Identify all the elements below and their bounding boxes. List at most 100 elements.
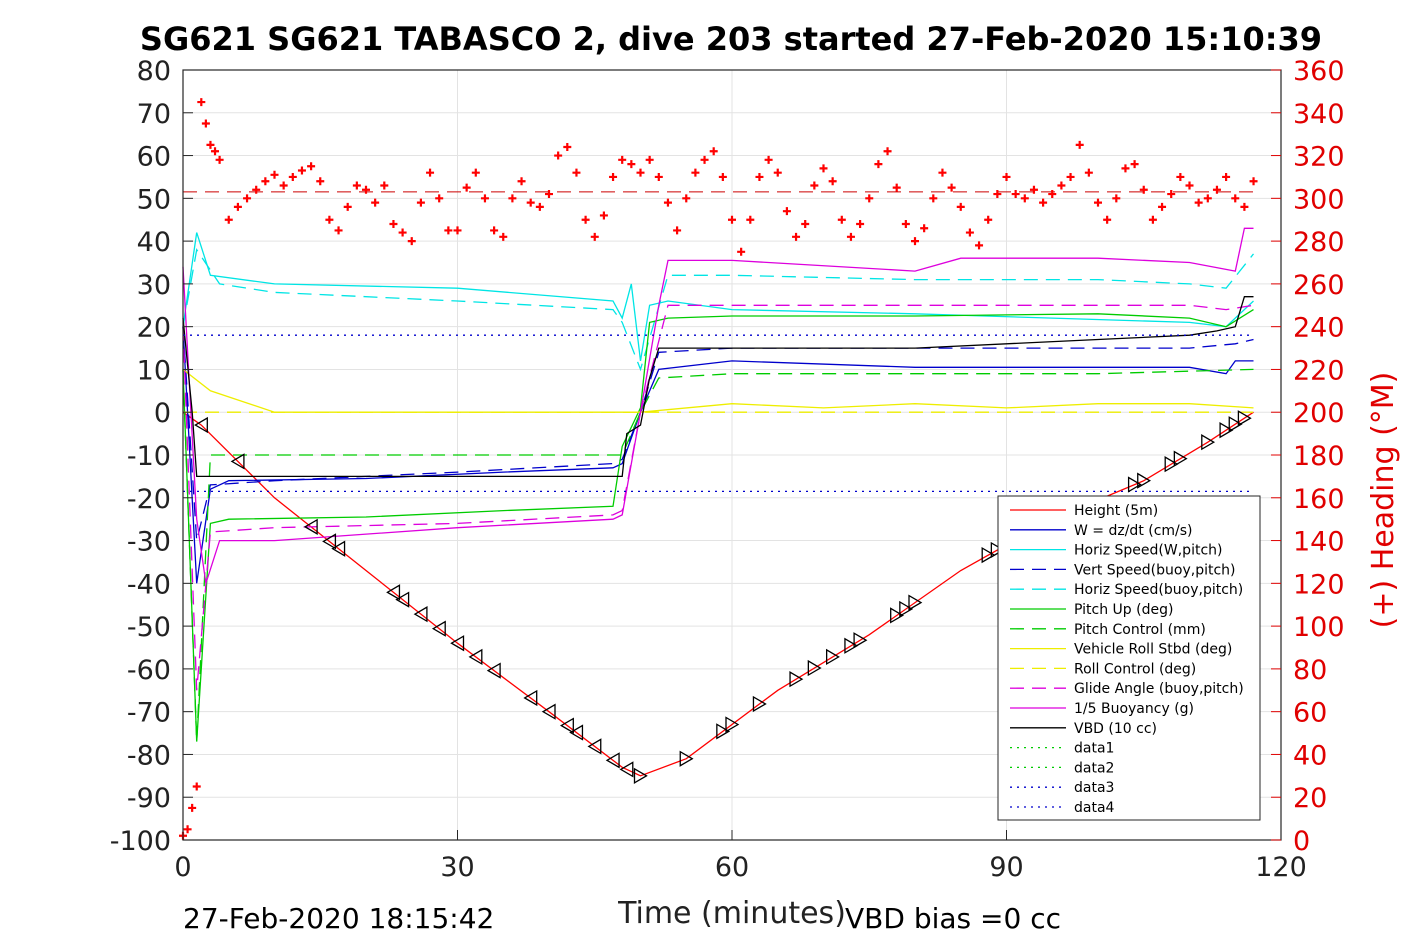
y-tick-label: -30	[127, 527, 171, 558]
right-tick-label: 80	[1293, 655, 1327, 686]
right-tick-label: 220	[1293, 355, 1345, 386]
heading-point	[773, 168, 782, 177]
heading-point	[416, 198, 425, 207]
heading-point	[984, 215, 993, 224]
height-marker	[908, 594, 923, 611]
heading-point	[709, 147, 718, 156]
heading-point	[325, 215, 334, 224]
heading-point	[517, 177, 526, 186]
right-tick-label: 340	[1293, 99, 1345, 130]
heading-point	[599, 211, 608, 220]
marker-layer	[179, 98, 1258, 840]
y-tick-label: 30	[137, 270, 171, 301]
heading-point	[828, 177, 837, 186]
heading-point	[737, 247, 746, 256]
legend-label: data1	[1074, 741, 1114, 757]
right-tick-label: 240	[1293, 313, 1345, 344]
heading-point	[206, 140, 215, 149]
heading-point	[846, 232, 855, 241]
heading-point	[1130, 160, 1139, 169]
heading-point	[947, 183, 956, 192]
height-marker	[789, 671, 804, 688]
heading-point	[618, 155, 627, 164]
heading-point	[453, 226, 462, 235]
right-tick-label: 40	[1293, 740, 1327, 771]
y-tick-label: -80	[127, 740, 171, 771]
legend-label: data3	[1074, 780, 1114, 796]
heading-point	[1158, 202, 1167, 211]
heading-point	[581, 215, 590, 224]
heading-point	[243, 194, 252, 203]
heading-point	[901, 220, 910, 228]
height-marker	[725, 716, 740, 733]
right-tick-label: 180	[1293, 441, 1345, 472]
right-axis-label: (+) Heading (°M)	[1366, 372, 1401, 629]
heading-point	[956, 202, 965, 211]
y-tick-label: -90	[127, 783, 171, 814]
series-line	[182, 296, 1254, 478]
legend-label: Height (5m)	[1074, 503, 1158, 519]
heading-point	[554, 151, 563, 160]
heading-point	[1121, 164, 1130, 173]
footer-vbd-bias: VBD bias =0 cc	[845, 902, 1061, 935]
heading-point	[233, 202, 242, 211]
y-tick-label: -10	[127, 441, 171, 472]
height-marker	[386, 584, 401, 601]
height-marker	[1228, 416, 1243, 433]
heading-point	[1148, 215, 1157, 224]
heading-point	[192, 782, 201, 791]
heading-point	[728, 215, 736, 224]
series-line	[182, 227, 1254, 584]
legend-label: Vert Speed(buoy,pitch)	[1074, 562, 1236, 578]
x-tick-label: 30	[440, 852, 474, 883]
legend-label: Horiz Speed(W,pitch)	[1074, 543, 1222, 559]
heading-point	[1112, 194, 1121, 203]
height-marker	[1137, 472, 1152, 489]
y-tick-label: -70	[127, 698, 171, 729]
height-marker	[981, 546, 996, 564]
height-marker	[844, 637, 859, 654]
heading-point	[380, 181, 389, 190]
height-marker	[194, 416, 208, 434]
heading-point	[426, 168, 435, 177]
right-tick-label: 120	[1293, 569, 1345, 600]
heading-point	[1103, 215, 1112, 224]
heading-point	[398, 228, 407, 237]
height-marker	[1219, 422, 1234, 439]
heading-point	[188, 803, 197, 812]
heading-point	[462, 183, 471, 192]
heading-point	[938, 168, 947, 177]
x-tick-label: 120	[1255, 852, 1307, 883]
right-tick-label: 0	[1293, 826, 1310, 857]
heading-point	[1176, 172, 1185, 181]
series-line	[182, 247, 1255, 372]
heading-point	[535, 202, 544, 211]
heading-point	[1075, 140, 1084, 149]
right-tick-label: 20	[1293, 783, 1327, 814]
y-tick-label: 40	[137, 227, 171, 258]
series-line	[182, 368, 1254, 413]
height-marker	[569, 724, 584, 741]
heading-point	[929, 194, 938, 203]
heading-point	[352, 181, 361, 190]
heading-point	[270, 170, 279, 179]
height-marker	[619, 761, 634, 778]
heading-point	[1048, 190, 1057, 199]
right-tick-label: 160	[1293, 484, 1345, 515]
heading-point	[490, 226, 499, 235]
heading-point	[1240, 202, 1249, 211]
height-marker	[807, 659, 822, 677]
heading-point	[746, 215, 755, 224]
right-tick-label: 140	[1293, 527, 1345, 558]
right-tick-label: 100	[1293, 612, 1345, 643]
right-tick-label: 280	[1293, 227, 1345, 258]
heading-point	[343, 202, 352, 211]
heading-point	[407, 237, 416, 246]
heading-point	[1194, 198, 1203, 207]
height-marker	[679, 750, 694, 767]
y-tick-label: 0	[154, 398, 171, 429]
height-marker	[450, 635, 465, 652]
heading-point	[782, 207, 791, 216]
legend-label: Pitch Control (mm)	[1074, 622, 1206, 638]
